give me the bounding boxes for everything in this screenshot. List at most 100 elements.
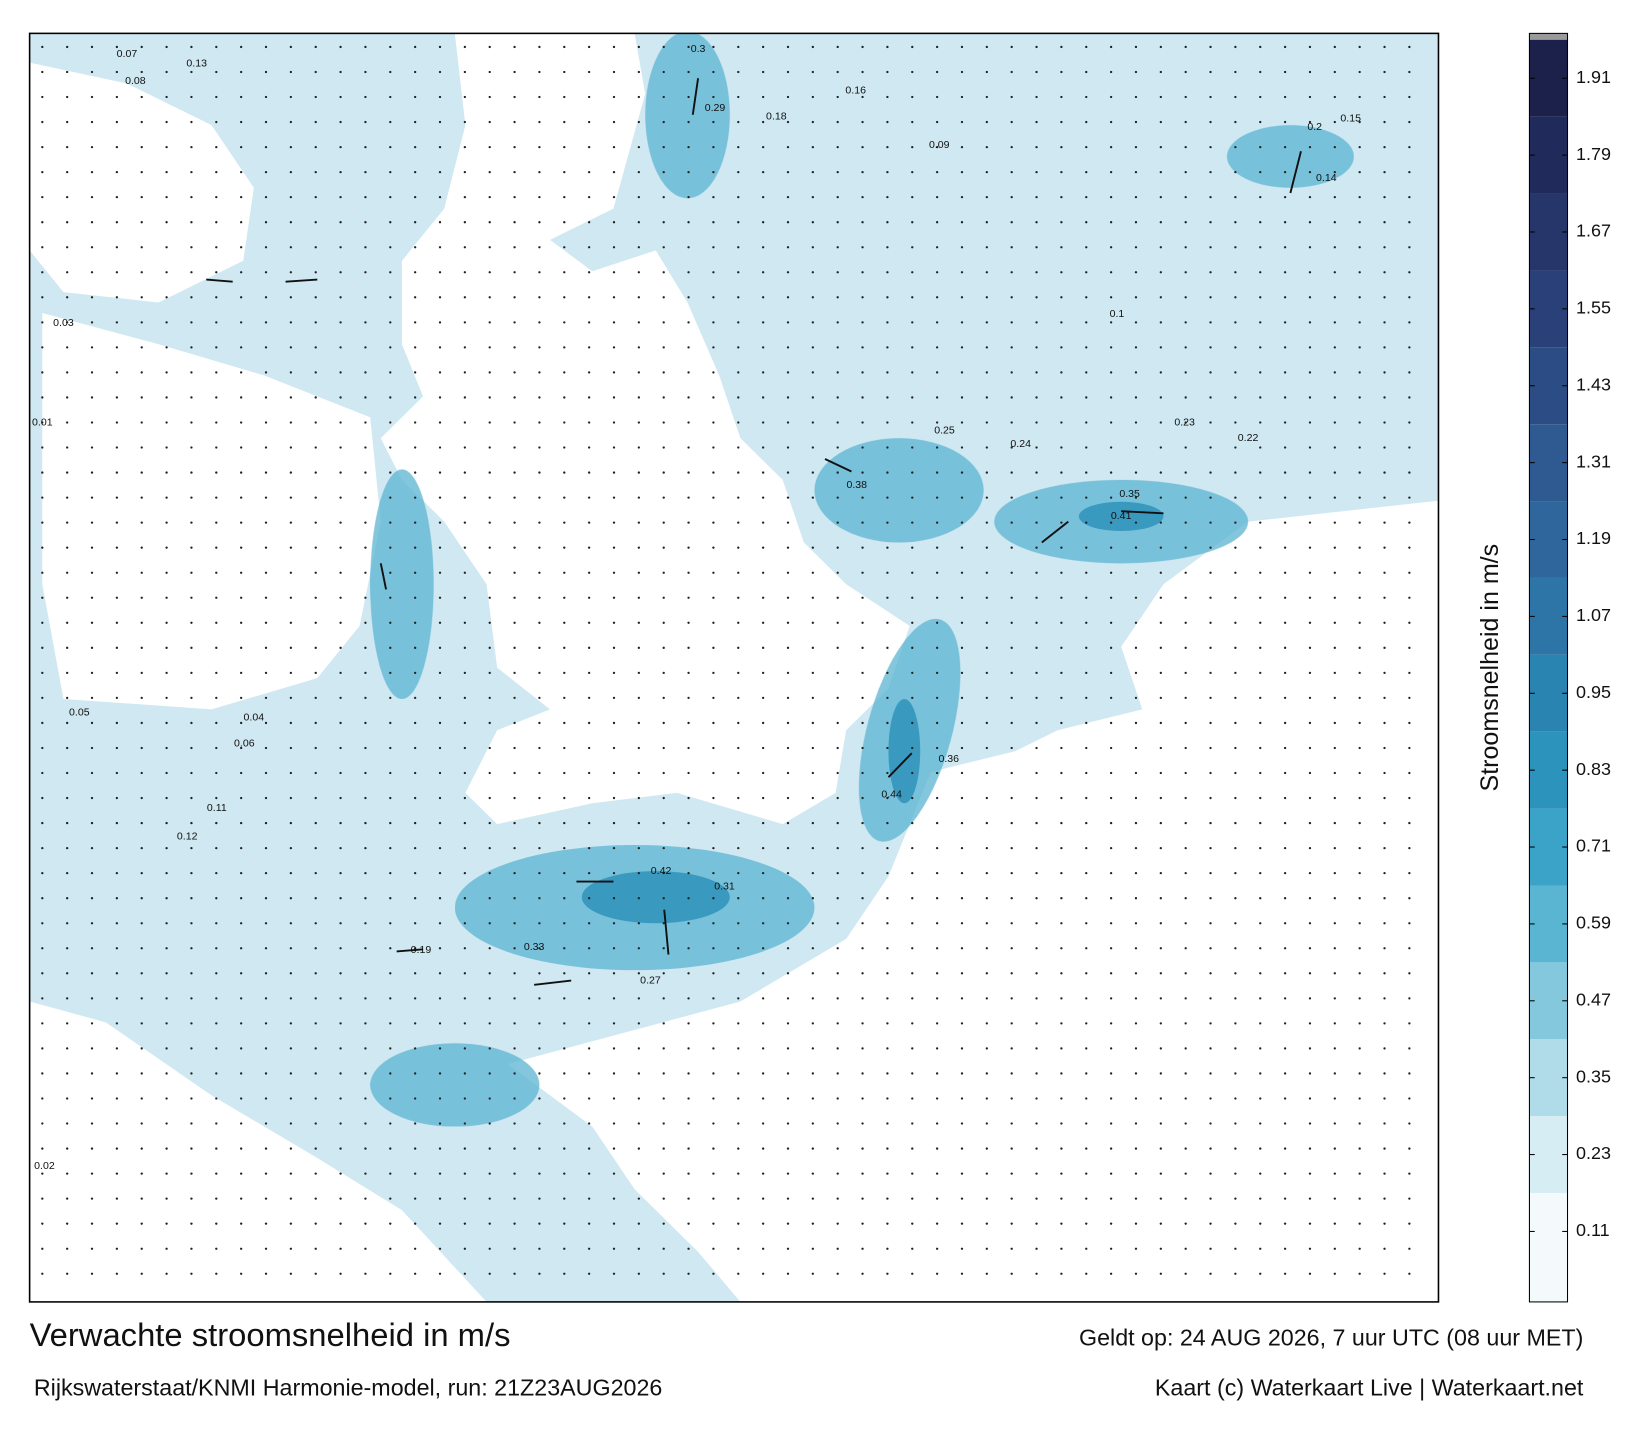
grid-dot — [886, 421, 889, 424]
map-value-label: 0.44 — [881, 789, 902, 801]
grid-dot — [190, 922, 193, 925]
grid-dot — [1010, 346, 1013, 349]
grid-dot — [687, 346, 690, 349]
grid-dot — [587, 120, 591, 124]
grid-dot — [115, 70, 119, 74]
grid-dot — [339, 796, 342, 800]
grid-dot — [264, 1247, 268, 1250]
grid-dot — [264, 170, 268, 174]
grid-dot — [314, 421, 317, 424]
grid-dot — [1209, 1147, 1212, 1150]
grid-dot — [1085, 321, 1088, 324]
grid-dot — [637, 972, 641, 975]
grid-dot — [389, 296, 392, 299]
grid-dot — [66, 246, 69, 249]
grid-dot — [413, 521, 417, 524]
grid-dot — [488, 621, 491, 624]
grid-dot — [488, 1272, 491, 1275]
grid-dot — [1159, 1247, 1162, 1250]
grid-dot — [836, 346, 839, 349]
grid-dot — [836, 821, 839, 825]
grid-dot — [215, 246, 218, 249]
grid-dot — [1159, 721, 1162, 725]
grid-dot — [836, 145, 839, 149]
grid-dot — [985, 1022, 988, 1025]
grid-dot — [911, 246, 914, 249]
grid-dot — [637, 1222, 641, 1225]
grid-dot — [563, 521, 566, 524]
grid-dot — [215, 1147, 218, 1150]
grid-dot — [712, 1197, 715, 1200]
grid-dot — [737, 972, 740, 975]
grid-dot — [1383, 646, 1386, 649]
grid-dot — [1085, 221, 1088, 224]
grid-dot — [190, 746, 193, 750]
grid-dot — [413, 221, 417, 224]
grid-dot — [935, 771, 939, 775]
grid-dot — [215, 796, 218, 800]
grid-dot — [1234, 771, 1237, 775]
grid-dot — [985, 546, 988, 549]
grid-dot — [1035, 771, 1038, 775]
grid-dot — [911, 796, 914, 800]
grid-dot — [985, 972, 988, 975]
grid-dot — [314, 170, 317, 174]
grid-dot — [960, 1247, 964, 1250]
grid-dot — [413, 1072, 417, 1075]
grid-dot — [737, 771, 740, 775]
grid-dot — [612, 496, 616, 499]
grid-dot — [811, 546, 815, 549]
grid-dot — [140, 771, 143, 775]
grid-dot — [637, 446, 641, 449]
grid-dot — [1109, 1197, 1113, 1200]
grid-dot — [215, 897, 218, 900]
grid-dot — [911, 546, 914, 549]
grid-dot — [1060, 421, 1063, 424]
grid-dot — [41, 872, 44, 875]
grid-dot — [364, 521, 367, 524]
grid-dot — [364, 346, 367, 349]
grid-dot — [538, 1047, 541, 1050]
grid-dot — [488, 321, 491, 324]
grid-dot — [563, 1247, 566, 1250]
grid-dot — [66, 746, 69, 750]
grid-dot — [239, 872, 243, 875]
grid-dot — [1035, 872, 1038, 875]
grid-dot — [364, 296, 367, 299]
grid-dot — [1109, 145, 1113, 149]
grid-dot — [935, 972, 939, 975]
colorbar-cap — [1529, 33, 1568, 40]
grid-dot — [90, 95, 94, 99]
grid-dot — [761, 646, 765, 649]
grid-dot — [1234, 421, 1237, 424]
grid-dot — [687, 446, 690, 449]
grid-dot — [1085, 170, 1088, 174]
grid-dot — [239, 346, 243, 349]
grid-dot — [985, 1197, 988, 1200]
grid-dot — [66, 196, 69, 199]
grid-dot — [90, 471, 94, 474]
grid-dot — [1408, 1172, 1411, 1175]
grid-dot — [1259, 1222, 1262, 1225]
grid-dot — [513, 546, 516, 549]
grid-dot — [1109, 947, 1113, 950]
grid-dot — [587, 246, 591, 249]
grid-dot — [488, 1172, 491, 1175]
grid-dot — [662, 446, 665, 449]
grid-dot — [687, 1097, 690, 1100]
grid-dot — [463, 972, 467, 975]
grid-dot — [115, 696, 119, 700]
grid-dot — [1383, 696, 1386, 700]
grid-dot — [389, 696, 392, 700]
grid-dot — [289, 446, 293, 449]
grid-dot — [1060, 646, 1063, 649]
grid-dot — [1010, 1122, 1013, 1125]
grid-dot — [985, 446, 988, 449]
grid-dot — [1358, 922, 1361, 925]
grid-dot — [140, 246, 143, 249]
grid-dot — [687, 872, 690, 875]
grid-dot — [1333, 721, 1336, 725]
grid-dot — [587, 796, 591, 800]
grid-dot — [637, 70, 641, 74]
grid-dot — [488, 120, 491, 124]
